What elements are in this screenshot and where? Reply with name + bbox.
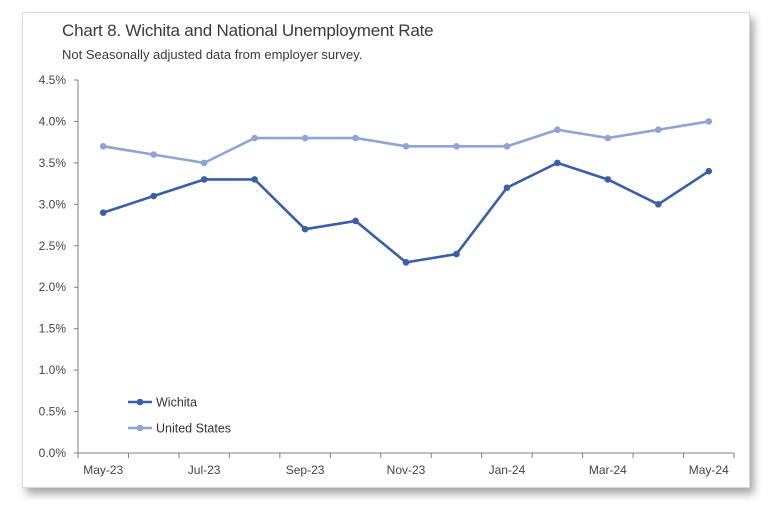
data-point-united-states: [453, 143, 460, 150]
data-point-wichita: [150, 192, 157, 200]
data-point-wichita: [301, 225, 309, 233]
y-tick-label: 4.5%: [39, 73, 67, 87]
data-point-united-states: [503, 143, 511, 150]
series-line-united-states: [101, 120, 711, 165]
y-tick-label: 0.0%: [39, 446, 67, 460]
data-point-wichita: [554, 159, 561, 167]
y-tick-label: 2.0%: [39, 280, 67, 294]
data-point-wichita: [705, 167, 713, 175]
legend-item: Wichita: [128, 396, 197, 410]
data-point-united-states: [402, 143, 410, 150]
y-tick-label: 3.5%: [39, 156, 67, 170]
data-point-wichita: [99, 209, 107, 216]
data-point-wichita: [655, 201, 662, 208]
x-tick-label: Jan-24: [489, 463, 526, 477]
series-line-wichita: [101, 161, 711, 264]
y-tick-label: 2.5%: [39, 239, 67, 253]
data-point-wichita: [352, 217, 359, 225]
x-tick-label: Sep-23: [286, 463, 325, 477]
y-tick-label: 1.5%: [39, 322, 67, 336]
data-point-united-states: [150, 151, 157, 158]
data-point-united-states: [251, 134, 258, 142]
chart-title: Chart 8. Wichita and National Unemployme…: [62, 21, 434, 40]
data-point-wichita: [604, 176, 612, 183]
data-point-united-states: [301, 134, 309, 142]
data-point-united-states: [655, 126, 662, 134]
data-point-united-states: [352, 134, 359, 142]
legend-item: United States: [128, 422, 231, 436]
data-point-united-states: [200, 159, 208, 167]
data-point-united-states: [99, 143, 107, 150]
legend-swatch-marker: [136, 424, 144, 432]
data-point-wichita: [453, 250, 460, 258]
x-tick-label: Jul-23: [188, 463, 221, 477]
y-tick-label: 1.0%: [39, 363, 67, 377]
chart-card: [22, 12, 750, 488]
data-point-wichita: [251, 176, 258, 183]
y-tick-label: 0.5%: [39, 405, 67, 419]
y-tick-label: 3.0%: [39, 197, 67, 211]
x-tick-label: May-24: [689, 463, 729, 477]
x-tick-label: Nov-23: [387, 463, 426, 477]
y-tick-label: 4.0%: [39, 114, 67, 128]
data-point-united-states: [554, 126, 561, 134]
data-point-wichita: [200, 176, 208, 183]
data-point-united-states: [604, 134, 612, 142]
legend-swatch-marker: [136, 398, 144, 406]
x-tick-label: Mar-24: [589, 463, 627, 477]
data-point-wichita: [503, 184, 511, 192]
legend-label: United States: [156, 422, 231, 436]
x-tick-label: May-23: [83, 463, 123, 477]
chart-subtitle: Not Seasonally adjusted data from employ…: [62, 47, 363, 62]
data-point-wichita: [402, 259, 410, 266]
legend-label: Wichita: [156, 396, 197, 410]
data-point-united-states: [705, 118, 713, 125]
